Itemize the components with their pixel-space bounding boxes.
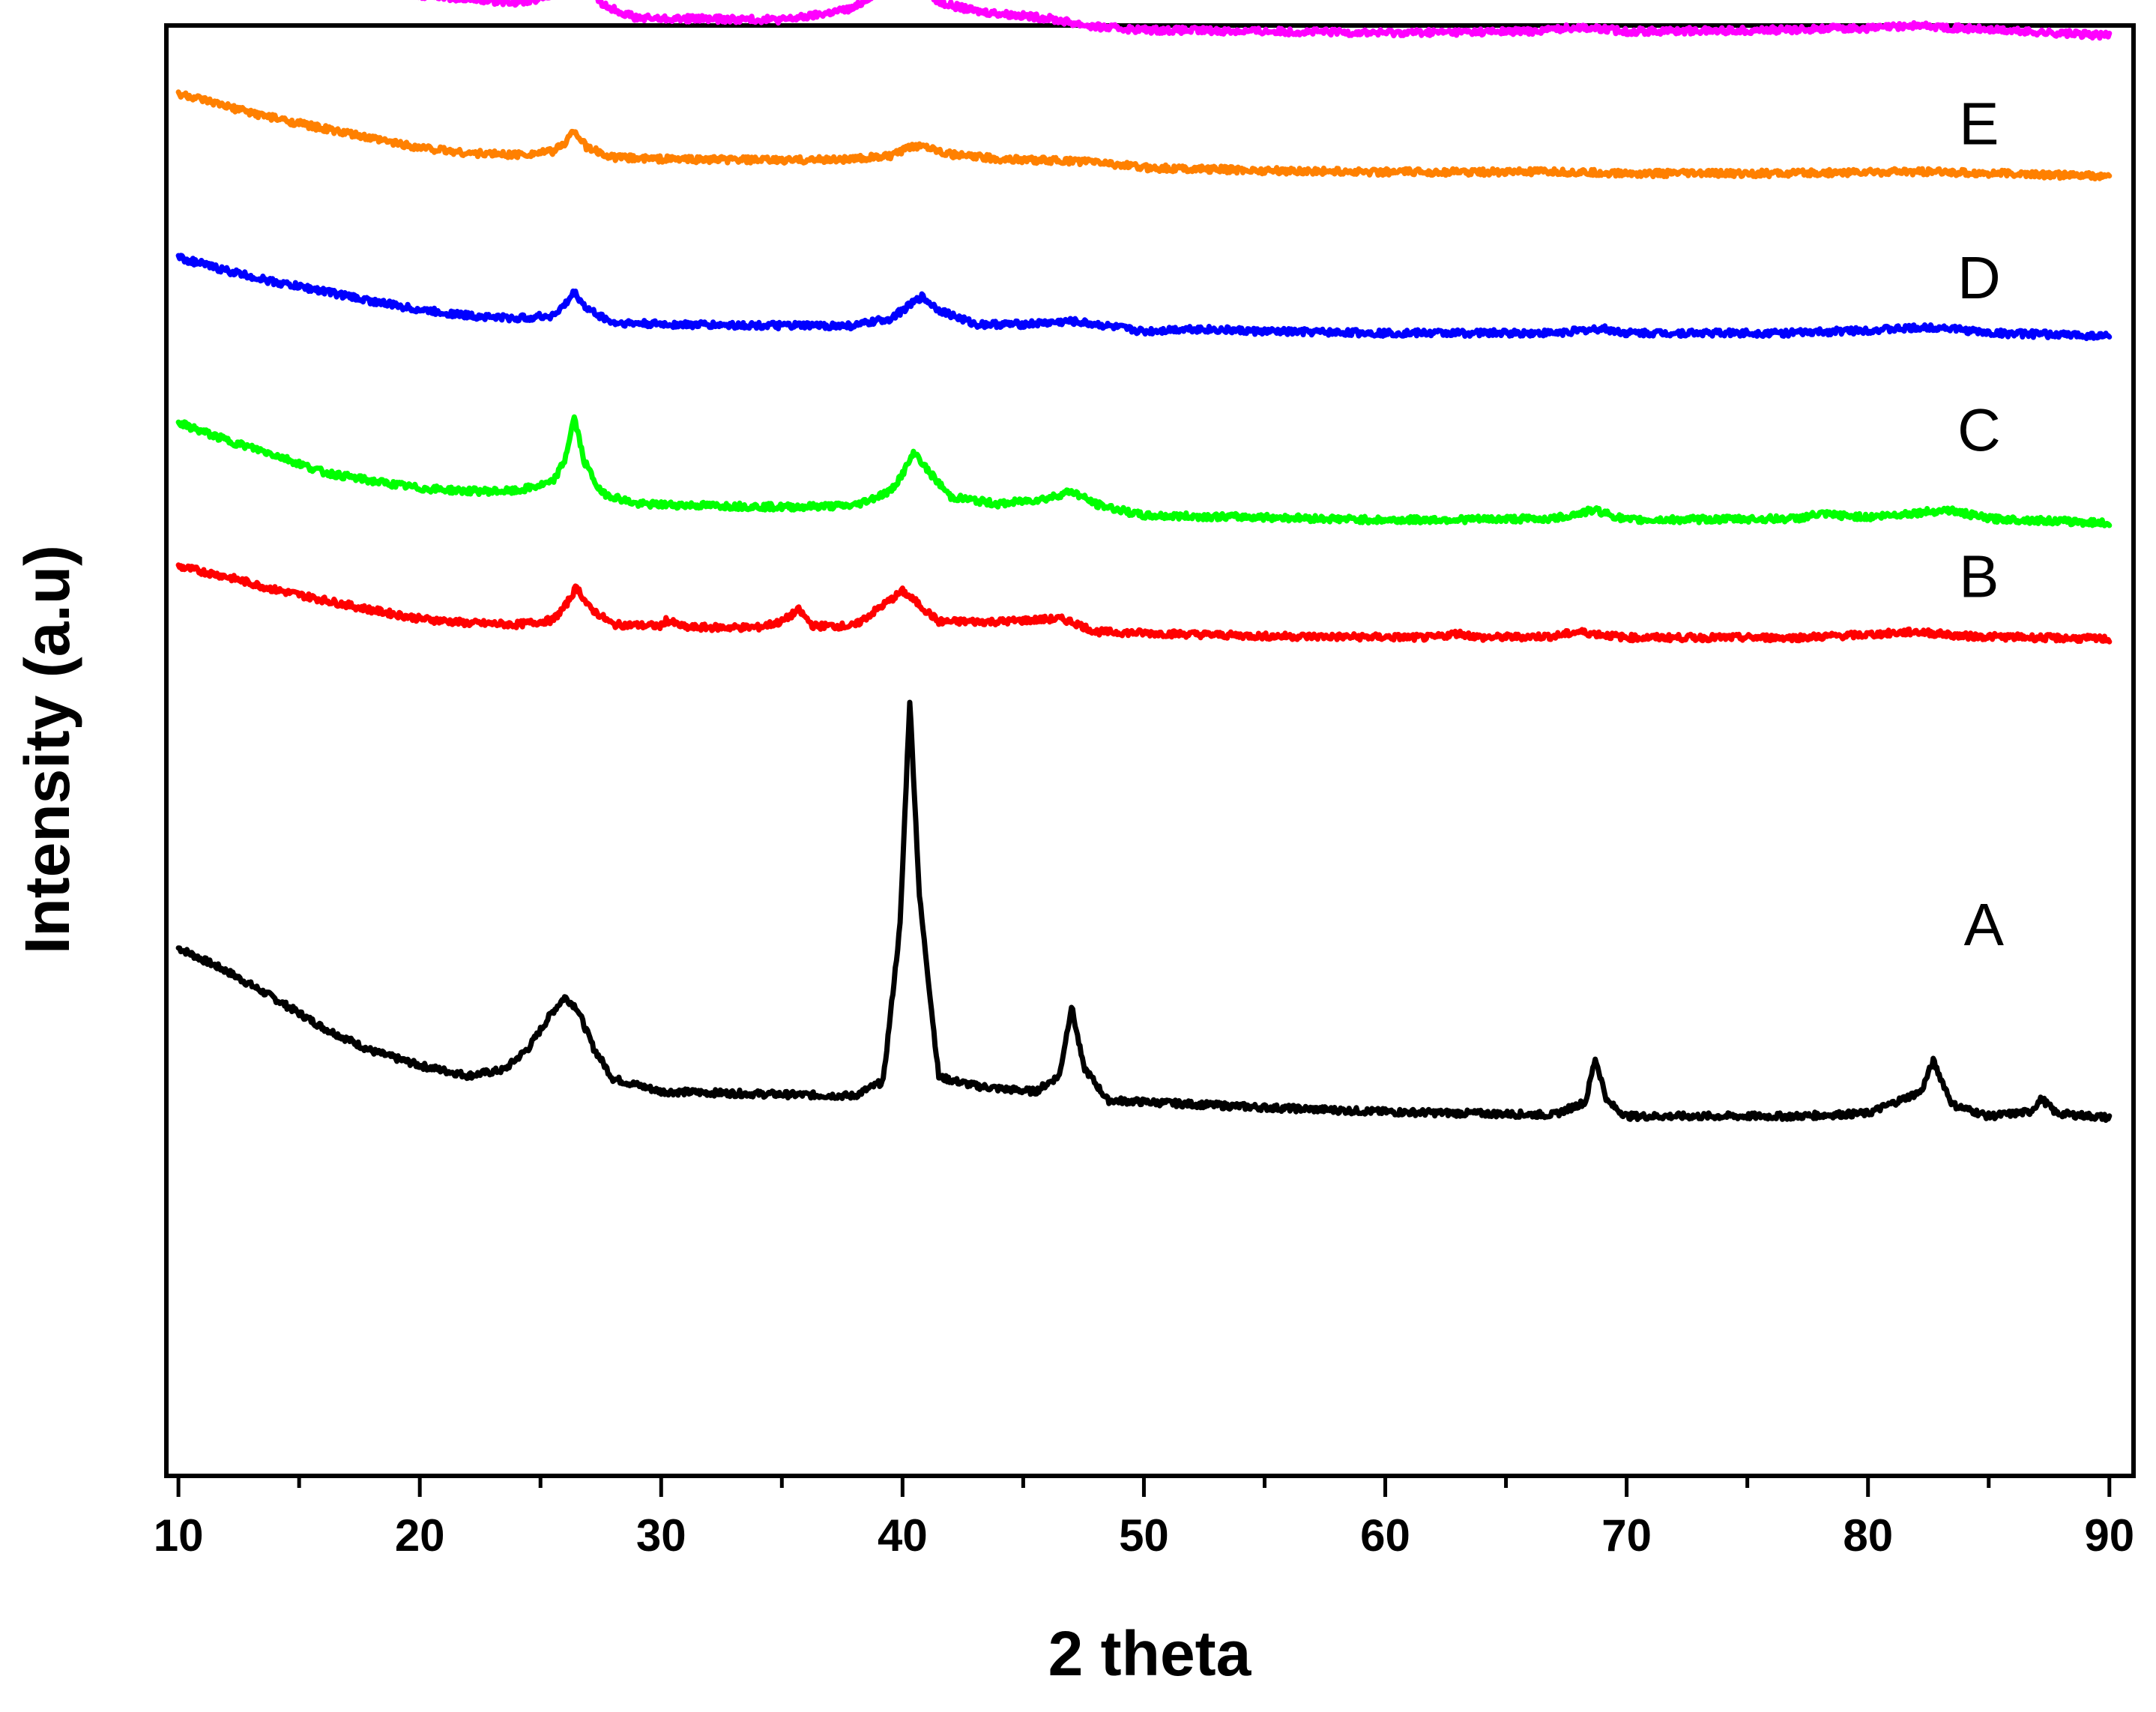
x-tick-label: 30	[636, 1510, 686, 1561]
series-line-C	[175, 414, 2113, 528]
x-tick-label: 70	[1601, 1510, 1652, 1561]
x-tick-label: 80	[1843, 1510, 1893, 1561]
series-line-A	[175, 699, 2113, 1124]
series-label-D: D	[1957, 244, 2001, 311]
x-axis-tick-labels: 10 20 30 40 50 60 70 80 90	[154, 1510, 2134, 1561]
series-label-F: F	[1960, 0, 1997, 7]
series-label-B: B	[1959, 543, 1999, 609]
series-label-C: C	[1957, 397, 2001, 463]
series-lines	[175, 0, 2113, 1124]
x-axis-title: 2 theta	[1048, 1618, 1252, 1689]
series-labels: A B C D E F	[1957, 0, 2005, 958]
plot-frame	[164, 23, 2136, 1478]
series-line-D	[175, 253, 2113, 342]
series-label-E: E	[1959, 91, 1999, 157]
series-line-E	[175, 89, 2113, 181]
x-tick-label: 50	[1119, 1510, 1169, 1561]
x-tick-label: 90	[2084, 1510, 2134, 1561]
y-axis-title: Intensity (a.u)	[12, 545, 82, 954]
series-line-F	[417, 0, 2113, 41]
x-tick-label: 20	[395, 1510, 445, 1561]
x-tick-label: 60	[1360, 1510, 1410, 1561]
x-tick-label: 10	[154, 1510, 204, 1561]
series-line-B	[175, 562, 2113, 645]
series-label-A: A	[1964, 891, 2005, 958]
x-axis-ticks	[176, 1476, 2112, 1497]
x-tick-label: 40	[878, 1510, 928, 1561]
